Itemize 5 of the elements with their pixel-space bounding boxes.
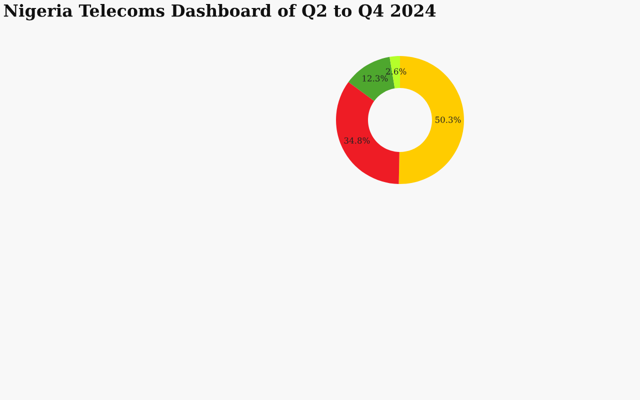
data-label: 50.3% [435, 116, 461, 123]
chart-title: Nigeria Telecoms Dashboard of Q2 to Q4 2024 [4, 4, 436, 20]
data-label: 34.8% [344, 137, 370, 144]
data-label: 12.3% [362, 75, 388, 82]
donut-slice [336, 82, 400, 184]
